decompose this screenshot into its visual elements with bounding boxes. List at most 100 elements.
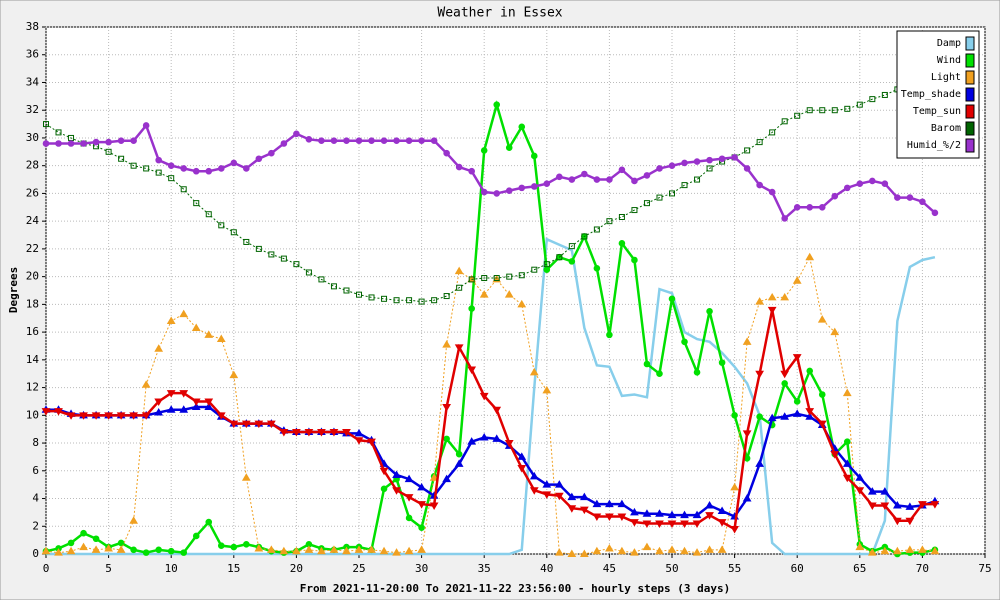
marker (667, 545, 677, 553)
marker (542, 385, 552, 394)
marker (593, 226, 600, 233)
marker (880, 502, 890, 510)
marker (468, 305, 475, 312)
marker (479, 392, 489, 401)
marker (892, 500, 902, 509)
x-tick-label: 30 (415, 562, 428, 575)
marker (842, 474, 852, 483)
y-tick-label: 28 (26, 159, 39, 172)
legend-swatch (965, 70, 975, 85)
marker (118, 155, 125, 162)
plot-area (45, 26, 986, 555)
marker (293, 130, 300, 138)
marker (268, 149, 275, 157)
marker (292, 546, 301, 555)
marker (356, 291, 362, 298)
x-tick-label: 45 (603, 562, 616, 575)
x-axis-label: From 2021-11-20:00 To 2021-11-22 23:56:0… (300, 582, 730, 595)
marker (817, 315, 827, 323)
marker (417, 545, 426, 553)
marker (643, 200, 650, 207)
marker (406, 297, 413, 304)
marker (429, 502, 439, 510)
legend-swatch (965, 53, 975, 68)
marker (581, 170, 588, 178)
marker (905, 545, 915, 553)
marker (581, 233, 588, 240)
legend-label: Temp_sun (913, 106, 961, 117)
marker (116, 545, 126, 553)
legend-label: Temp_shade (901, 89, 961, 100)
marker (205, 518, 213, 526)
marker (417, 482, 426, 491)
marker (493, 190, 501, 197)
marker (680, 546, 689, 555)
y-axis-label: Degrees (7, 267, 20, 313)
marker (692, 548, 702, 556)
marker (554, 548, 564, 556)
marker (531, 266, 538, 273)
marker (304, 545, 314, 553)
marker (818, 203, 826, 211)
marker (806, 367, 814, 375)
marker (354, 428, 364, 437)
y-tick-label: 38 (26, 20, 39, 33)
marker (880, 546, 890, 555)
marker (480, 188, 488, 196)
marker (618, 166, 626, 174)
marker (279, 546, 289, 555)
marker (906, 194, 914, 201)
marker (66, 546, 76, 555)
marker (554, 480, 564, 488)
marker (167, 547, 175, 555)
marker (67, 140, 75, 147)
marker (606, 176, 613, 183)
y-tick-label: 30 (26, 131, 39, 144)
marker (166, 390, 176, 398)
x-tick-label: 55 (728, 562, 741, 575)
marker (817, 420, 827, 429)
marker (518, 184, 526, 192)
marker (767, 292, 777, 301)
marker (631, 256, 638, 264)
marker (579, 492, 589, 501)
marker (855, 542, 865, 551)
marker (867, 548, 877, 556)
marker (567, 549, 577, 557)
marker (179, 390, 189, 398)
y-tick-label: 2 (32, 519, 39, 532)
marker (456, 284, 463, 291)
marker (393, 297, 400, 304)
marker (141, 380, 151, 388)
marker (556, 254, 563, 261)
marker (843, 438, 851, 445)
marker (418, 524, 425, 531)
x-tick-label: 25 (352, 562, 365, 575)
marker (794, 112, 801, 119)
marker (154, 344, 164, 352)
marker (744, 147, 751, 154)
y-tick-label: 6 (32, 464, 39, 477)
marker (80, 140, 87, 147)
marker (155, 169, 162, 176)
legend-label: Light (931, 72, 961, 83)
marker (518, 123, 526, 131)
marker (529, 367, 539, 376)
marker (41, 408, 51, 416)
marker (742, 337, 752, 345)
marker (780, 292, 790, 301)
series-line (45, 100, 936, 556)
marker (606, 331, 613, 339)
marker (769, 129, 776, 136)
marker (92, 138, 100, 146)
legend-box (896, 30, 980, 159)
marker (481, 275, 488, 282)
marker (542, 491, 552, 499)
marker (880, 487, 890, 495)
marker (805, 408, 815, 416)
marker (605, 513, 614, 522)
marker (454, 344, 464, 352)
marker (92, 535, 100, 543)
marker (642, 509, 652, 517)
marker (305, 136, 313, 143)
